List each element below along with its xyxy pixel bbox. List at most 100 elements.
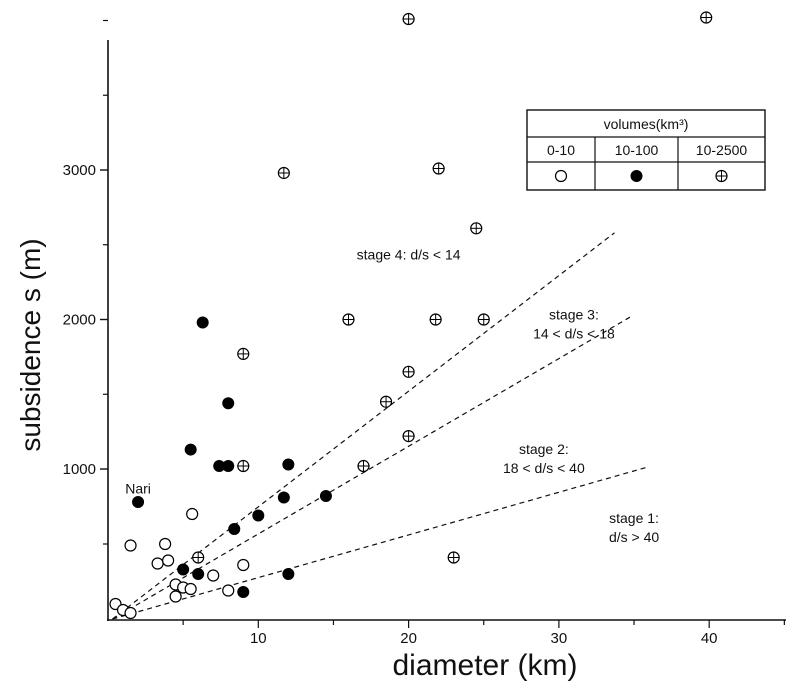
legend-entry-label: 0-10 (547, 142, 575, 158)
data-point-open-circle (207, 569, 220, 582)
data-point-open-circle (237, 558, 250, 572)
open-circle-marker (159, 537, 172, 551)
filled-circle-marker (277, 491, 290, 504)
data-point-filled-circle (222, 460, 235, 473)
legend-title: volumes(km³) (604, 116, 689, 132)
data-point-filled-circle (132, 496, 145, 508)
data-point-open-circle (162, 554, 175, 567)
legend-entry-label: 10-2500 (696, 142, 748, 158)
y-tick-label: 3000 (63, 162, 96, 179)
filled-circle-marker (282, 458, 295, 471)
data-point-filled-circle (228, 523, 241, 535)
axes: 1000 2000 3000 10 20 30 40 (63, 19, 786, 647)
x-tick-label: 10 (250, 630, 267, 647)
reference-lines (112, 232, 647, 620)
filled-circle-marker (237, 586, 250, 598)
data-point-filled-circle (177, 563, 190, 576)
annotation-line: stage 2: (519, 441, 569, 457)
legend-entry-marker (715, 169, 728, 183)
annotations: Nari stage 4: d/s < 14 stage 3: 14 < d/s < … (125, 247, 659, 545)
data-point-circle-plus (342, 313, 355, 326)
data-point-circle-plus (700, 11, 713, 24)
data-points (109, 11, 713, 620)
data-point-circle-plus (477, 313, 490, 326)
annotation-stage3: stage 3: 14 < d/s < 18 (533, 307, 615, 342)
data-point-open-circle (184, 582, 197, 596)
data-point-circle-plus (429, 313, 442, 326)
data-point-filled-circle (277, 491, 290, 504)
filled-circle-marker (132, 496, 145, 508)
legend-entry-marker (630, 170, 643, 182)
y-axis-title: subsidence s (m) (15, 238, 46, 451)
open-circle-marker (151, 557, 164, 570)
data-point-circle-plus (432, 162, 445, 175)
annotation-line: d/s > 40 (609, 529, 659, 545)
filled-circle-marker (222, 397, 235, 410)
data-point-open-circle (222, 584, 235, 597)
legend: volumes(km³) 0-10 10-100 10-2500 (526, 109, 766, 191)
open-circle-marker (207, 569, 220, 582)
filled-circle-marker (222, 460, 235, 473)
open-circle-marker (124, 606, 137, 620)
filled-circle-marker (177, 563, 190, 576)
data-point-filled-circle (319, 490, 332, 502)
filled-circle-marker (319, 490, 332, 502)
y-tick-label: 2000 (63, 312, 96, 329)
filled-circle-marker (630, 170, 643, 182)
data-point-circle-plus (447, 551, 460, 564)
x-tick-label: 20 (400, 630, 417, 647)
data-point-filled-circle (196, 316, 209, 329)
data-point-filled-circle (282, 458, 295, 471)
filled-circle-marker (282, 568, 295, 580)
filled-circle-marker (192, 568, 205, 580)
filled-circle-marker (252, 509, 265, 522)
data-point-filled-circle (222, 397, 235, 410)
data-point-filled-circle (184, 443, 197, 456)
annotation-stage2: stage 2: 18 < d/s < 40 (503, 441, 585, 476)
data-point-circle-plus (379, 395, 393, 408)
data-point-circle-plus (402, 365, 415, 378)
data-point-filled-circle (237, 586, 250, 598)
data-point-circle-plus (357, 459, 370, 473)
data-point-circle-plus (237, 347, 250, 360)
data-point-open-circle (151, 557, 164, 570)
open-circle-marker (124, 539, 137, 552)
x-axis-title: diameter (km) (392, 649, 577, 682)
annotation-line: 18 < d/s < 40 (503, 460, 585, 476)
filled-circle-marker (184, 443, 197, 456)
data-point-circle-plus (470, 222, 483, 235)
open-circle-marker (186, 507, 199, 521)
annotation-line: stage 1: (609, 510, 659, 526)
legend-entry-marker (554, 169, 568, 183)
open-circle-marker (222, 584, 235, 597)
open-circle-marker (184, 582, 197, 596)
open-circle-marker (169, 590, 182, 603)
reference-line (112, 232, 615, 620)
annotation-line: stage 4: d/s < 14 (357, 247, 461, 263)
open-circle-marker (554, 169, 568, 183)
data-point-circle-plus (192, 551, 205, 564)
data-point-filled-circle (252, 509, 265, 522)
x-tick-label: 30 (551, 630, 568, 647)
data-point-open-circle (124, 539, 137, 552)
annotation-line: 14 < d/s < 18 (533, 326, 615, 342)
y-tick-label: 1000 (63, 461, 96, 478)
data-point-circle-plus (402, 12, 415, 26)
data-point-circle-plus (237, 459, 250, 473)
annotation-stage4: stage 4: d/s < 14 (357, 247, 461, 263)
annotation-line: stage 3: (549, 307, 599, 323)
x-tick-label: 40 (701, 630, 718, 647)
data-point-circle-plus (277, 166, 290, 180)
data-point-open-circle (169, 590, 182, 603)
data-point-filled-circle (192, 568, 205, 580)
data-point-open-circle (159, 537, 172, 551)
data-point-open-circle (186, 507, 199, 521)
filled-circle-marker (228, 523, 241, 535)
open-circle-marker (162, 554, 175, 567)
reference-line (112, 466, 647, 620)
data-point-open-circle (124, 606, 137, 620)
data-point-filled-circle (282, 568, 295, 580)
filled-circle-marker (196, 316, 209, 329)
open-circle-marker (237, 558, 250, 572)
